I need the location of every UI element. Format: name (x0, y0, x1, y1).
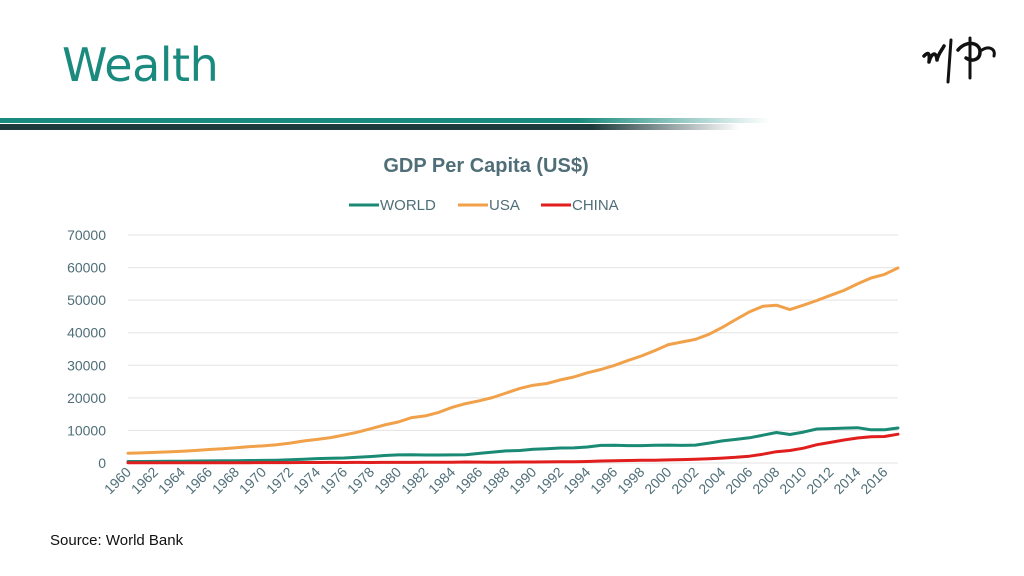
title-divider (0, 118, 770, 130)
y-tick-label: 10000 (67, 422, 106, 438)
x-tick-label: 1972 (263, 464, 296, 497)
x-tick-label: 1982 (398, 464, 431, 497)
series-line-world (126, 426, 900, 463)
brush-logo-icon (922, 36, 996, 84)
y-tick-label: 60000 (67, 260, 106, 276)
x-tick-label: 2014 (830, 464, 863, 497)
legend-label-world: WORLD (380, 197, 436, 214)
series-line-usa (126, 266, 900, 455)
x-tick-label: 2006 (722, 464, 755, 497)
chart-legend: WORLD USA CHINA (349, 197, 619, 214)
x-tick-label: 1978 (344, 464, 377, 497)
x-tick-label: 1962 (128, 464, 161, 497)
x-tick-label: 1992 (533, 464, 566, 497)
y-tick-label: 40000 (67, 325, 106, 341)
y-axis: 0 10000 20000 30000 40000 50000 60000 70000 (67, 227, 106, 471)
source-note: Source: World Bank (50, 532, 184, 549)
x-tick-label: 2008 (749, 464, 782, 497)
x-tick-label: 1990 (506, 464, 539, 497)
x-tick-label: 2000 (641, 464, 674, 497)
x-tick-label: 1976 (317, 464, 350, 497)
x-tick-label: 1964 (155, 464, 188, 497)
legend-label-china: CHINA (572, 197, 619, 214)
x-tick-label: 2004 (695, 464, 728, 497)
x-tick-label: 1974 (290, 464, 323, 497)
x-tick-label: 2012 (803, 464, 836, 497)
x-tick-label: 2002 (668, 464, 701, 497)
legend-label-usa: USA (489, 197, 520, 214)
x-axis: 1960196219641966196819701972197419761978… (101, 464, 891, 497)
y-tick-label: 50000 (67, 292, 106, 308)
x-tick-label: 1994 (560, 464, 593, 497)
gdp-line-chart: GDP Per Capita (US$) WORLD USA CHINA 0 1000… (67, 155, 900, 497)
series-line-china (126, 432, 900, 465)
chart-series (126, 266, 900, 465)
y-tick-label: 20000 (67, 390, 106, 406)
chart-title: GDP Per Capita (US$) (383, 155, 588, 177)
x-tick-label: 1986 (452, 464, 485, 497)
x-tick-label: 1970 (236, 464, 269, 497)
x-tick-label: 1998 (614, 464, 647, 497)
page-title: Wealth (62, 38, 219, 92)
chart-grid (128, 234, 898, 464)
y-tick-label: 0 (98, 455, 106, 471)
x-tick-label: 1968 (209, 464, 242, 497)
y-tick-label: 30000 (67, 357, 106, 373)
x-tick-label: 1984 (425, 464, 458, 497)
x-tick-label: 1980 (371, 464, 404, 497)
x-tick-label: 1966 (182, 464, 215, 497)
x-tick-label: 1996 (587, 464, 620, 497)
y-tick-label: 70000 (67, 227, 106, 243)
x-tick-label: 2016 (857, 464, 890, 497)
x-tick-label: 2010 (776, 464, 809, 497)
x-tick-label: 1988 (479, 464, 512, 497)
